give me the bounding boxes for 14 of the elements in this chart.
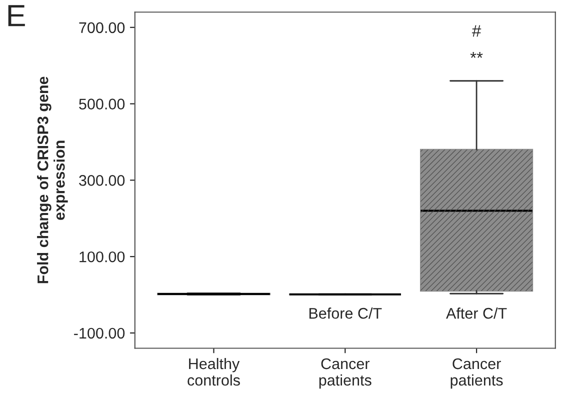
y-tick-label: 500.00 [79,98,125,110]
annotation: After C/T [446,308,507,319]
x-tick-label: Cancer patients [319,358,372,389]
annotation: Before C/T [309,308,382,319]
y-tick-label: -100.00 [74,328,125,339]
y-tick-label: 300.00 [79,175,125,186]
x-tick-label: Healthy controls [188,358,240,386]
y-axis-title: Fold change of CRISP3 gene expression [37,76,68,284]
text: E [8,5,25,26]
x-tick-label: Cancer patients [450,358,503,389]
y-tick-label: 100.00 [80,251,125,262]
annotation: # [472,25,482,37]
y-tick-label: 700.00 [79,22,125,34]
annotation: ** [470,52,483,58]
